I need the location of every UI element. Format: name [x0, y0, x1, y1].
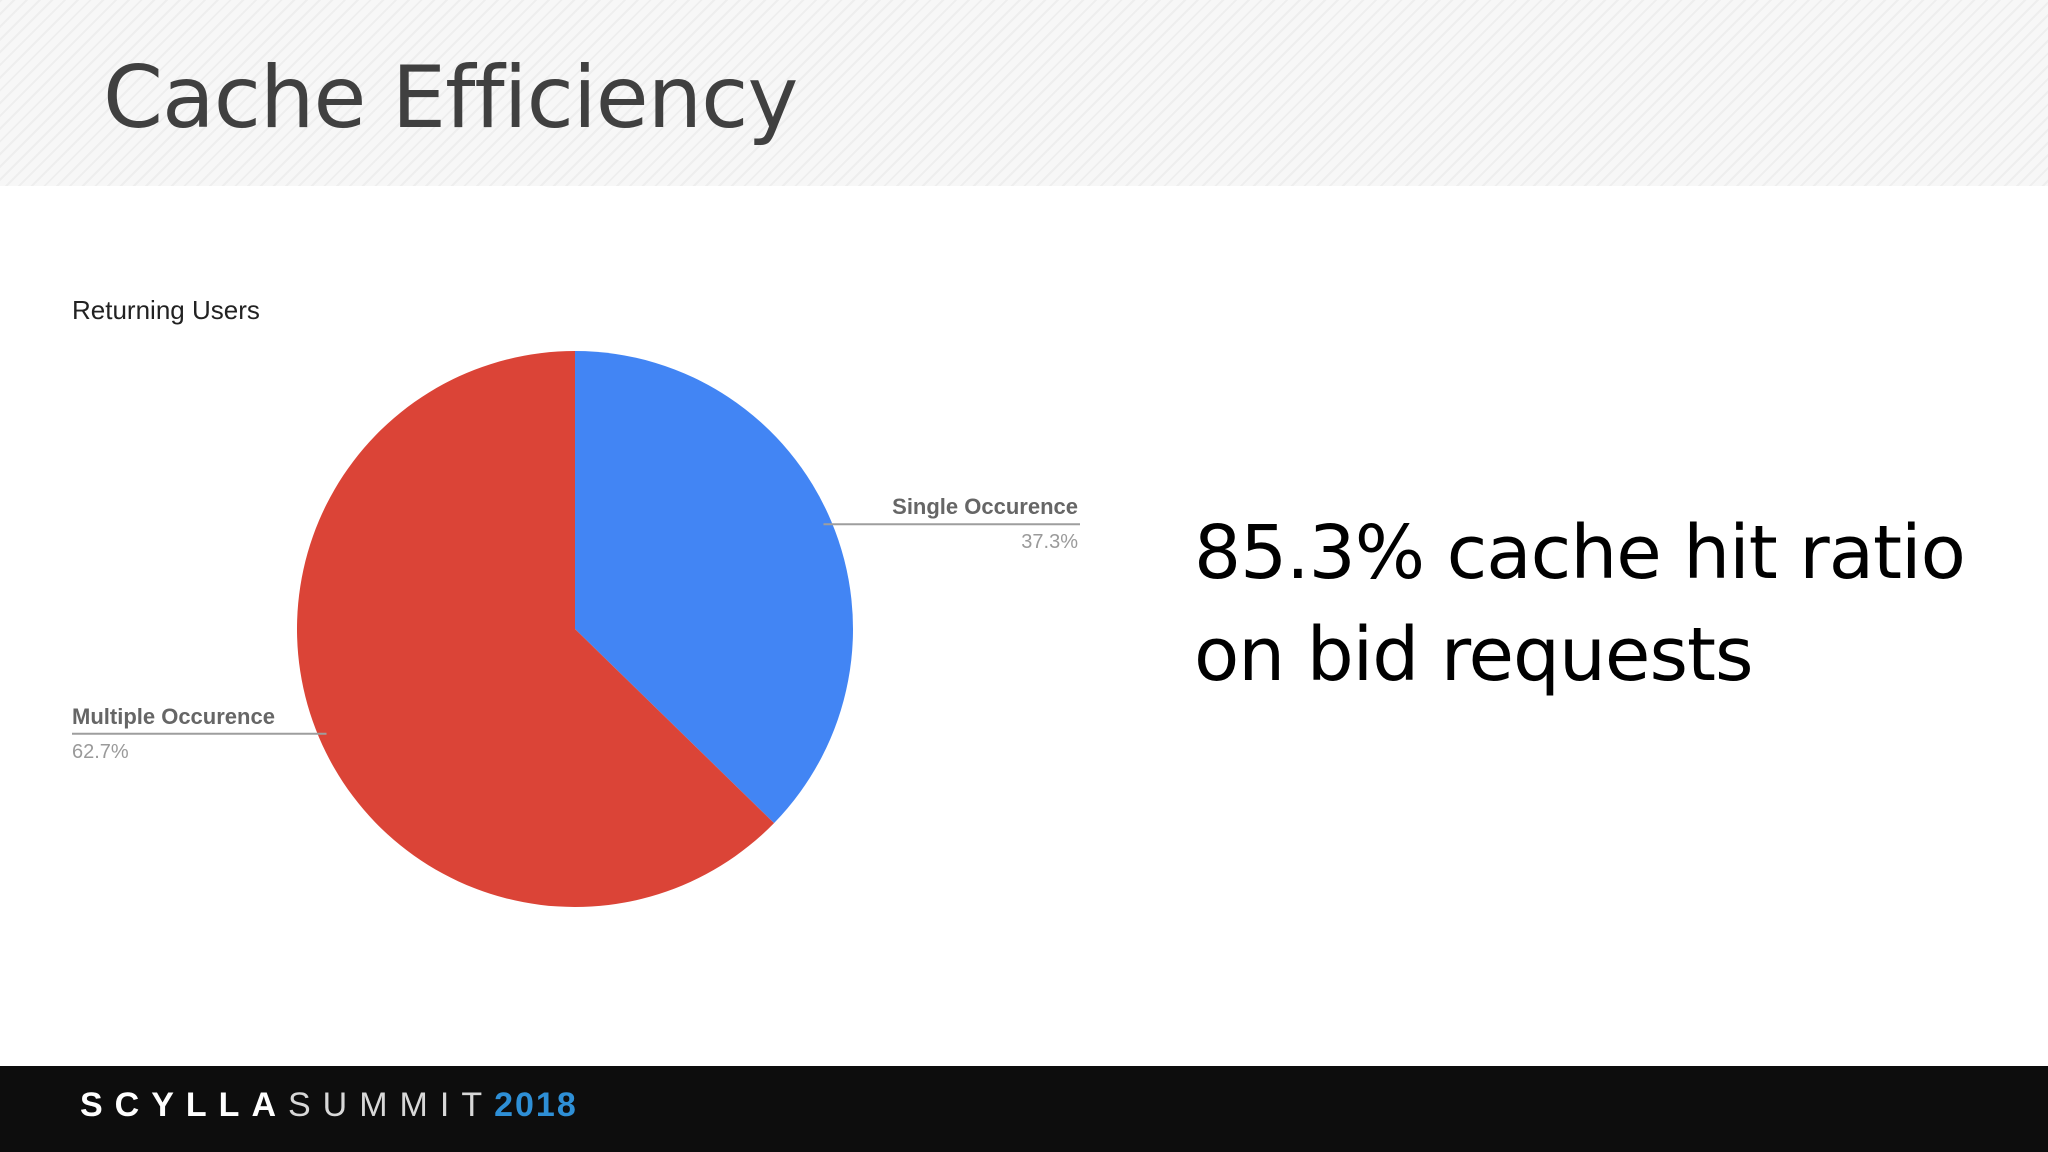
- chart-title: Returning Users: [72, 295, 260, 325]
- statement-line-2: on bid requests: [1194, 612, 1754, 698]
- callout-label-single-occurence: Single Occurence: [892, 494, 1078, 519]
- pie-slice-multiple-occurence: [296, 351, 775, 907]
- statement-line-1: 85.3% cache hit ratio: [1194, 510, 1966, 596]
- cache-hit-statement: 85.3% cache hit ratio on bid requests: [1194, 502, 2014, 706]
- callout-value-single-occurence: 37.3%: [1021, 531, 1078, 553]
- callout-label-multiple-occurence: Multiple Occurence: [72, 704, 275, 729]
- callout-value-multiple-occurence: 62.7%: [72, 741, 129, 763]
- header-band: [0, 0, 2048, 186]
- pie-slice-single-occurence: [575, 351, 853, 824]
- pie-chart: Single Occurence 37.3% Multiple Occurence 6…: [72, 351, 1080, 907]
- logo-year: 2018: [494, 1086, 578, 1124]
- slide-title: Cache Efficiency: [103, 48, 798, 148]
- scylla-summit-logo: SCYLLASUMMIT2018: [80, 1086, 578, 1125]
- logo-summit: SUMMIT: [288, 1086, 495, 1124]
- logo-scylla: SCYLLA: [80, 1086, 288, 1124]
- footer-bar: SCYLLASUMMIT2018: [0, 1066, 2048, 1152]
